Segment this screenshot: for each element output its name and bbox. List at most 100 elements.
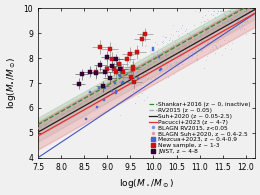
Point bbox=[212, 20, 216, 23]
Point bbox=[166, 56, 170, 59]
Point bbox=[143, 80, 147, 83]
Point bbox=[170, 39, 174, 42]
Point bbox=[133, 90, 138, 93]
Point bbox=[215, 47, 219, 50]
Point bbox=[191, 32, 195, 35]
Point bbox=[224, 31, 229, 35]
Point bbox=[226, 39, 230, 42]
Point bbox=[198, 35, 203, 38]
Point bbox=[131, 71, 135, 74]
Point bbox=[242, 9, 246, 12]
Point bbox=[199, 21, 203, 24]
Point bbox=[190, 34, 194, 37]
Point bbox=[140, 91, 144, 94]
Point bbox=[132, 102, 136, 105]
Point bbox=[174, 44, 178, 47]
Point bbox=[179, 26, 183, 29]
Point bbox=[230, 17, 234, 20]
Point bbox=[199, 32, 203, 35]
Point bbox=[139, 78, 144, 81]
Point bbox=[187, 33, 192, 36]
Point bbox=[130, 61, 134, 64]
Point bbox=[131, 76, 135, 79]
Point bbox=[141, 73, 145, 76]
Point bbox=[211, 47, 215, 51]
Point bbox=[164, 60, 168, 63]
Point bbox=[235, 19, 239, 22]
Point bbox=[158, 69, 162, 72]
Point bbox=[134, 84, 139, 87]
Point bbox=[237, 27, 242, 30]
Point bbox=[236, 17, 240, 20]
Point bbox=[175, 62, 179, 65]
Point bbox=[216, 27, 220, 30]
Point bbox=[229, 21, 233, 24]
Point bbox=[242, 17, 246, 20]
Point bbox=[219, 25, 224, 28]
Point bbox=[229, 19, 233, 22]
Point bbox=[243, 9, 247, 12]
Point bbox=[241, 20, 245, 23]
Point bbox=[181, 48, 185, 51]
Point bbox=[176, 29, 180, 32]
Point bbox=[129, 54, 134, 57]
Point bbox=[234, 9, 238, 12]
Point bbox=[169, 45, 173, 48]
Point bbox=[184, 41, 188, 44]
Point bbox=[126, 78, 130, 81]
Point bbox=[229, 12, 233, 15]
Point bbox=[216, 41, 220, 44]
Point bbox=[219, 17, 224, 20]
Point bbox=[206, 28, 210, 31]
Point bbox=[184, 57, 188, 60]
Point bbox=[226, 19, 230, 22]
Point bbox=[143, 45, 147, 48]
Point bbox=[152, 59, 156, 62]
Point bbox=[188, 37, 193, 40]
Point bbox=[194, 57, 199, 60]
Point bbox=[172, 60, 176, 64]
Point bbox=[110, 90, 114, 93]
Point bbox=[154, 55, 158, 58]
Point bbox=[129, 84, 133, 87]
Point bbox=[214, 45, 218, 48]
Point bbox=[155, 67, 159, 70]
Point bbox=[205, 41, 209, 44]
Point bbox=[204, 25, 208, 28]
Point bbox=[244, 13, 248, 17]
Point bbox=[113, 82, 117, 85]
Point bbox=[225, 20, 229, 23]
Point bbox=[238, 9, 242, 12]
Point bbox=[174, 61, 178, 64]
Point bbox=[229, 48, 233, 51]
Point bbox=[114, 89, 118, 92]
Point bbox=[142, 88, 146, 91]
Point bbox=[140, 67, 144, 71]
Point bbox=[214, 46, 218, 49]
Point bbox=[235, 14, 239, 17]
Point bbox=[153, 41, 158, 44]
Point bbox=[161, 34, 165, 37]
Point bbox=[240, 26, 244, 29]
Point bbox=[155, 42, 159, 45]
Point bbox=[181, 43, 185, 46]
Point bbox=[120, 81, 125, 84]
Point bbox=[215, 25, 219, 28]
Point bbox=[155, 52, 159, 55]
Point bbox=[233, 24, 238, 27]
Point bbox=[202, 30, 206, 33]
Point bbox=[132, 83, 136, 86]
Point bbox=[240, 14, 244, 17]
Point bbox=[165, 41, 169, 44]
Point bbox=[206, 9, 210, 12]
Point bbox=[163, 35, 167, 38]
Point bbox=[228, 9, 232, 12]
Point bbox=[196, 46, 200, 50]
Point bbox=[135, 70, 139, 74]
Point bbox=[115, 101, 120, 104]
Point bbox=[202, 66, 206, 69]
Point bbox=[166, 76, 170, 79]
Point bbox=[188, 35, 192, 39]
Point bbox=[231, 9, 235, 12]
Point bbox=[145, 96, 149, 99]
